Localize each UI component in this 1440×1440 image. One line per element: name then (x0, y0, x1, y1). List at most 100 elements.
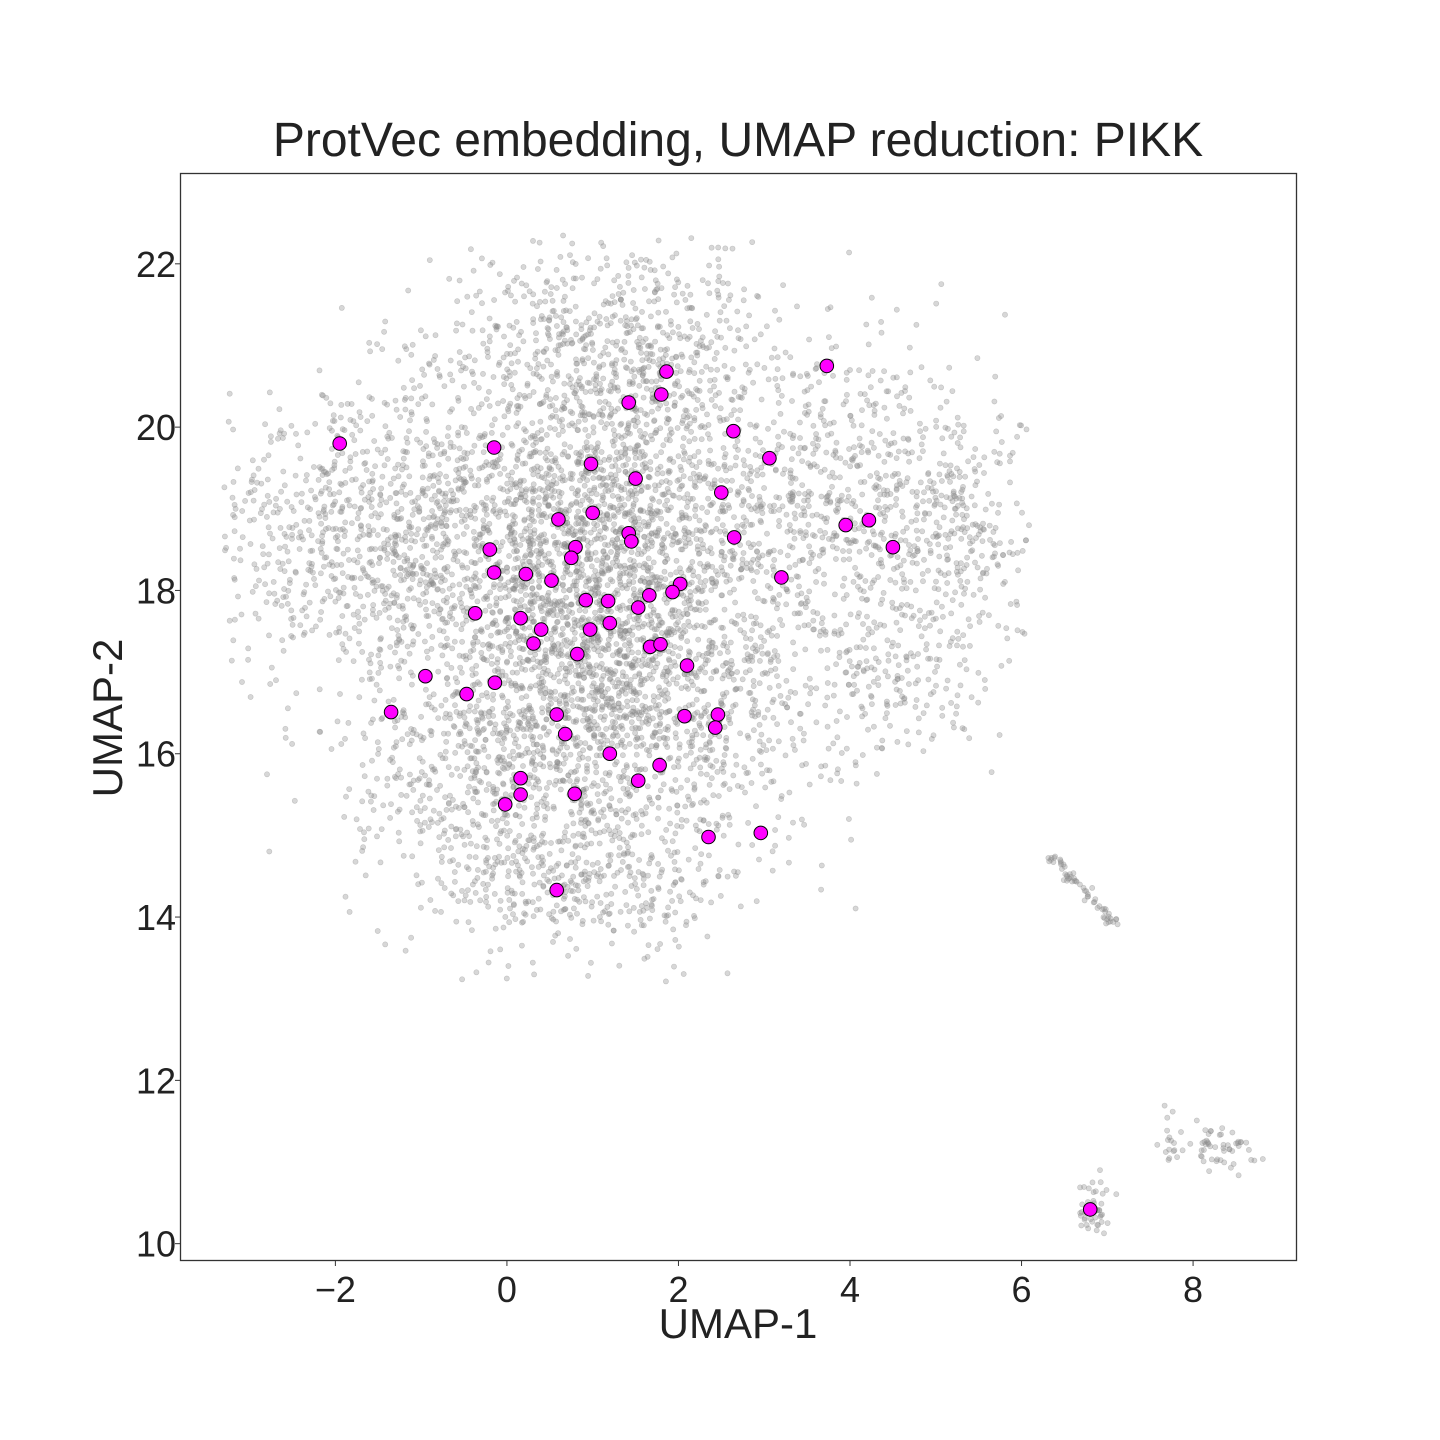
background-point (699, 664, 705, 671)
background-point (751, 727, 757, 734)
background-point (815, 566, 822, 572)
background-point (518, 597, 525, 603)
background-point (493, 595, 500, 602)
background-point (658, 708, 665, 715)
background-point (654, 532, 661, 539)
background-point (417, 327, 424, 334)
background-point (387, 534, 394, 541)
background-point (535, 494, 542, 501)
background-point (621, 501, 628, 508)
background-point (775, 658, 782, 664)
background-point (267, 433, 274, 440)
background-point (434, 441, 441, 447)
background-point (286, 576, 293, 583)
background-point (649, 579, 655, 586)
background-point (489, 459, 496, 466)
background-point (553, 413, 560, 420)
background-point (376, 610, 383, 616)
background-point (537, 400, 543, 407)
background-point (476, 578, 483, 584)
background-point (797, 435, 803, 441)
background-point (485, 959, 492, 966)
background-point (512, 520, 518, 527)
background-point (403, 346, 410, 352)
background-point (630, 566, 637, 572)
background-point (501, 333, 507, 340)
background-point (712, 583, 718, 590)
background-point (599, 731, 606, 738)
background-point (672, 730, 679, 737)
background-point (668, 533, 674, 539)
background-point (605, 300, 612, 306)
background-point (540, 512, 546, 519)
background-point (583, 706, 590, 712)
background-point (596, 798, 602, 805)
background-point (567, 381, 573, 387)
background-point (563, 506, 569, 513)
background-point (555, 431, 562, 438)
background-point (673, 569, 680, 576)
background-point (579, 335, 586, 342)
background-point (734, 669, 740, 675)
background-point (513, 497, 519, 503)
background-point (285, 558, 292, 565)
background-point (687, 743, 694, 750)
background-point (630, 592, 637, 599)
background-point (446, 613, 453, 620)
background-point (509, 386, 516, 393)
background-point (605, 641, 611, 648)
background-point (266, 632, 272, 639)
background-point (319, 533, 325, 539)
background-point (672, 719, 679, 726)
background-point (728, 396, 735, 403)
background-point (704, 411, 710, 418)
background-point (682, 531, 689, 538)
background-point (585, 548, 591, 555)
background-point (647, 915, 653, 922)
background-point (688, 391, 695, 398)
background-point (366, 559, 373, 566)
background-point (774, 446, 781, 453)
background-point (428, 646, 435, 652)
background-point (696, 720, 703, 727)
background-point (586, 487, 593, 494)
background-point (264, 560, 271, 567)
background-point (691, 435, 698, 442)
background-point (357, 414, 364, 420)
background-point (557, 475, 563, 482)
background-point (743, 770, 750, 776)
background-point (687, 649, 693, 656)
background-point (250, 497, 257, 504)
background-point (627, 488, 634, 494)
background-point (357, 427, 364, 434)
background-point (563, 603, 570, 610)
background-point (576, 607, 583, 614)
background-point (610, 526, 617, 533)
background-point (581, 635, 587, 642)
background-point (552, 455, 559, 462)
background-point (500, 924, 507, 931)
background-point (408, 409, 415, 415)
background-point (654, 280, 661, 287)
background-point (884, 415, 890, 422)
background-point (265, 452, 272, 459)
background-point (485, 713, 492, 720)
background-point (612, 408, 618, 415)
background-point (732, 462, 739, 469)
background-point (741, 389, 748, 396)
background-point (309, 627, 315, 634)
background-point (644, 538, 651, 545)
background-point (483, 494, 490, 501)
background-point (561, 448, 568, 455)
background-point (514, 548, 520, 554)
background-point (428, 533, 435, 540)
background-point (475, 697, 482, 704)
background-point (552, 763, 559, 770)
background-point (438, 519, 445, 526)
background-point (471, 502, 478, 509)
background-point (656, 498, 663, 505)
background-point (637, 427, 643, 434)
background-point (555, 723, 561, 729)
background-point (517, 403, 524, 410)
background-point (419, 474, 426, 481)
